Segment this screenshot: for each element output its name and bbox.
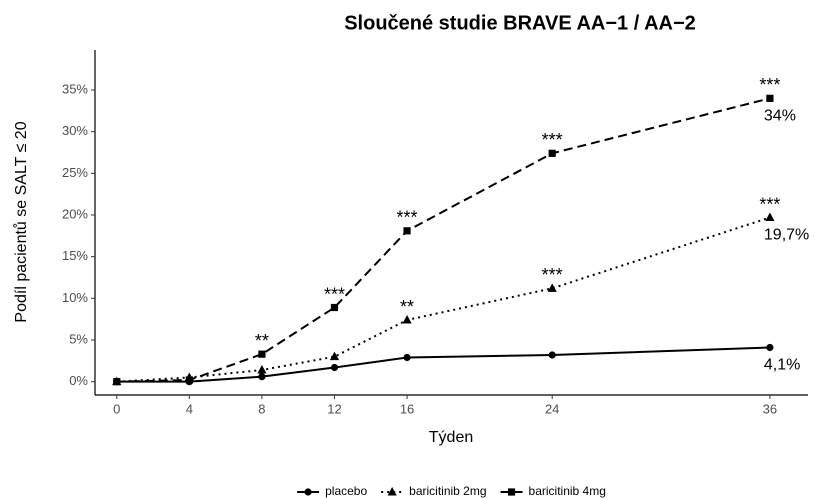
marker <box>330 363 339 372</box>
y-tick-label: 35% <box>62 81 88 96</box>
legend-label: baricitinib 2mg <box>409 484 486 498</box>
marker <box>548 351 556 359</box>
value-label: 34% <box>764 108 796 125</box>
marker <box>403 227 411 235</box>
significance-label: ** <box>255 331 269 351</box>
significance-label: *** <box>759 75 780 95</box>
y-tick-label: 30% <box>62 123 88 138</box>
marker <box>113 378 121 386</box>
significance-label: *** <box>397 208 418 228</box>
marker <box>403 353 411 362</box>
legend-label: placebo <box>325 484 367 498</box>
marker <box>765 212 775 221</box>
x-axis-label: Týden <box>429 429 473 446</box>
significance-label: *** <box>324 284 345 304</box>
significance-label: *** <box>542 265 563 285</box>
marker <box>330 303 339 312</box>
marker <box>257 365 267 374</box>
marker <box>766 343 774 352</box>
y-tick-label: 20% <box>62 206 88 221</box>
x-tick-label: 4 <box>186 401 193 416</box>
series-line <box>116 97 771 383</box>
significance-label: ** <box>400 297 414 317</box>
marker <box>402 315 412 324</box>
x-tick-label: 12 <box>327 401 341 416</box>
legend-marker <box>304 488 312 496</box>
marker <box>547 283 557 292</box>
x-tick-label: 16 <box>400 401 414 416</box>
significance-label: *** <box>542 130 563 150</box>
x-tick-label: 8 <box>258 401 265 416</box>
y-tick-label: 5% <box>69 331 88 346</box>
legend-marker <box>507 488 516 496</box>
legend-label: baricitinib 4mg <box>529 484 606 498</box>
y-axis-label: Podíl pacientů se SALT ≤ 20 <box>12 121 30 322</box>
series-line <box>116 346 770 383</box>
marker <box>548 149 556 157</box>
marker <box>766 94 774 102</box>
marker <box>258 350 266 358</box>
y-tick-label: 15% <box>62 248 88 263</box>
x-tick-label: 0 <box>113 401 120 416</box>
marker <box>258 373 266 381</box>
y-tick-label: 25% <box>62 165 88 180</box>
y-tick-label: 0% <box>69 373 88 388</box>
marker <box>185 376 193 384</box>
chart-title: Sloučené studie BRAVE AA−1 / AA−2 <box>344 12 696 34</box>
y-tick-label: 10% <box>62 290 88 305</box>
legend-marker <box>387 487 397 496</box>
value-label: 19,7% <box>764 227 809 244</box>
legend: placebo baricitinib 2mg baricitinib 4mg <box>297 484 606 498</box>
significance-label: *** <box>759 194 780 214</box>
value-label: 4,1% <box>764 357 800 374</box>
marker <box>329 351 340 361</box>
x-tick-label: 36 <box>763 401 777 416</box>
x-tick-label: 24 <box>545 401 559 416</box>
